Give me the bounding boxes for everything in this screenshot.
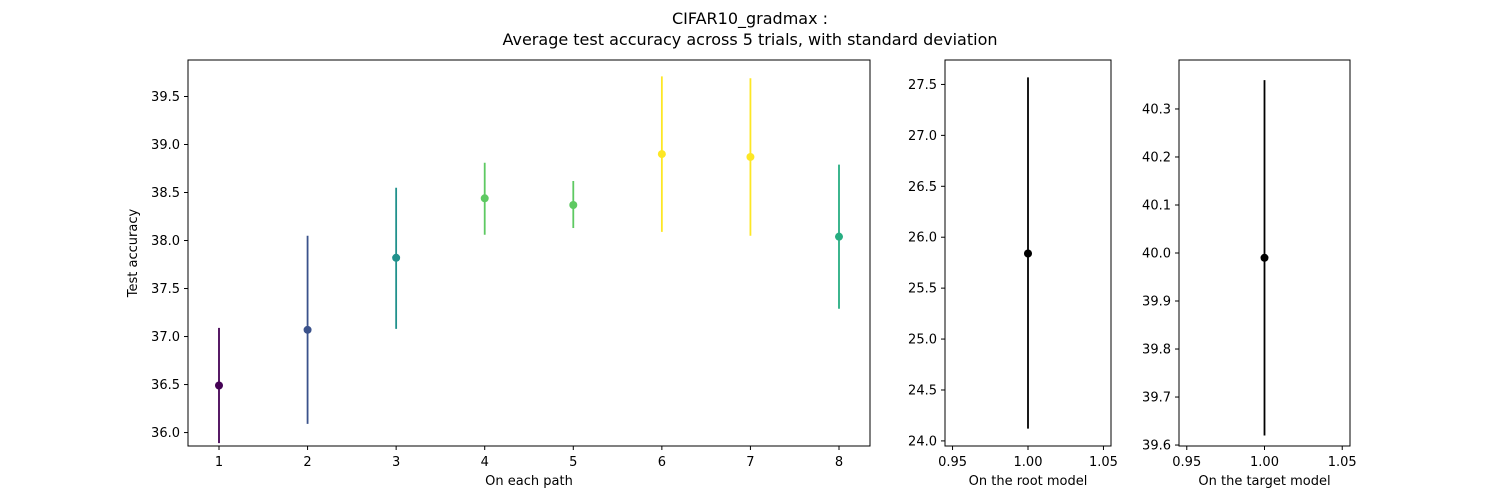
- y-tick-label: 26.0: [908, 231, 937, 246]
- data-point-1: [215, 381, 223, 390]
- x-tick-label: 6: [658, 455, 666, 470]
- y-tick-label: 24.0: [908, 434, 937, 449]
- plot-frame: [187, 59, 871, 447]
- data-point-6: [657, 150, 666, 159]
- data-point-2: [303, 325, 312, 334]
- x-axis-label: On each path: [485, 474, 573, 489]
- x-tick-label: 1.05: [1328, 455, 1357, 470]
- y-tick-label: 37.0: [151, 330, 180, 345]
- x-axis-label: On the target model: [1198, 474, 1330, 489]
- x-tick-label: 1.00: [1014, 455, 1043, 470]
- y-tick-label: 38.0: [151, 234, 180, 249]
- x-tick-label: 1.00: [1250, 455, 1279, 470]
- x-tick-label: 1.05: [1089, 455, 1118, 470]
- data-point-7: [746, 152, 755, 161]
- chart-title-line2: Average test accuracy across 5 trials, w…: [502, 30, 997, 49]
- data-point-4: [480, 194, 489, 203]
- y-tick-label: 25.5: [908, 282, 937, 297]
- y-tick-label: 39.0: [151, 138, 180, 153]
- y-tick-label: 24.5: [908, 383, 937, 398]
- data-point-3: [392, 253, 401, 262]
- panel-3: 0.95 1.00 1.05 39.6 39.7 39.8 39.9 40.0 40.1 40.2…: [1142, 59, 1357, 489]
- y-tick-label: 38.5: [151, 186, 180, 201]
- x-tick-label: 0.95: [938, 455, 967, 470]
- panel-2: 0.95 1.00 1.05 24.0 24.5 25.0 25.5 26.0 26.5 27.0…: [908, 59, 1118, 489]
- data-point-1: [1024, 249, 1032, 258]
- data-point-1: [1260, 253, 1269, 262]
- y-tick-label: 39.7: [1142, 391, 1171, 406]
- y-axis-label: Test accuracy: [126, 209, 141, 299]
- x-tick-label: 3: [392, 455, 400, 470]
- x-tick-label: 0.95: [1172, 455, 1201, 470]
- y-tick-label: 40.3: [1142, 102, 1171, 117]
- x-axis-label: On the root model: [969, 474, 1088, 489]
- chart-title-line1: CIFAR10_gradmax :: [672, 9, 828, 29]
- y-tick-label: 40.2: [1142, 150, 1171, 165]
- y-tick-label: 36.0: [151, 426, 180, 441]
- y-tick-label: 27.0: [908, 129, 937, 144]
- x-tick-label: 2: [303, 455, 311, 470]
- x-tick-label: 5: [569, 455, 577, 470]
- y-tick-label: 40.0: [1142, 247, 1171, 262]
- panels: 1 2 3 4 5 6 7 8 36.0 36.5 37.0 37.5 38.0 38.5 39.0 39.5…: [126, 59, 1357, 489]
- y-tick-label: 39.5: [151, 90, 180, 105]
- x-tick-label: 1: [215, 455, 223, 470]
- x-tick-label: 8: [835, 455, 843, 470]
- y-tick-label: 25.0: [908, 333, 937, 348]
- data-point-8: [835, 232, 843, 241]
- panel-1: 1 2 3 4 5 6 7 8 36.0 36.5 37.0 37.5 38.0 38.5 39.0 39.5…: [126, 59, 871, 489]
- y-tick-label: 27.5: [908, 78, 937, 93]
- y-tick-label: 39.8: [1142, 343, 1171, 358]
- y-tick-label: 36.5: [151, 378, 180, 393]
- y-tick-label: 39.6: [1142, 439, 1171, 454]
- y-tick-label: 37.5: [151, 282, 180, 297]
- x-tick-label: 7: [746, 455, 754, 470]
- y-tick-label: 26.5: [908, 180, 937, 195]
- data-point-5: [569, 200, 578, 209]
- x-tick-label: 4: [481, 455, 489, 470]
- y-tick-label: 39.9: [1142, 295, 1171, 310]
- y-tick-label: 40.1: [1142, 198, 1171, 213]
